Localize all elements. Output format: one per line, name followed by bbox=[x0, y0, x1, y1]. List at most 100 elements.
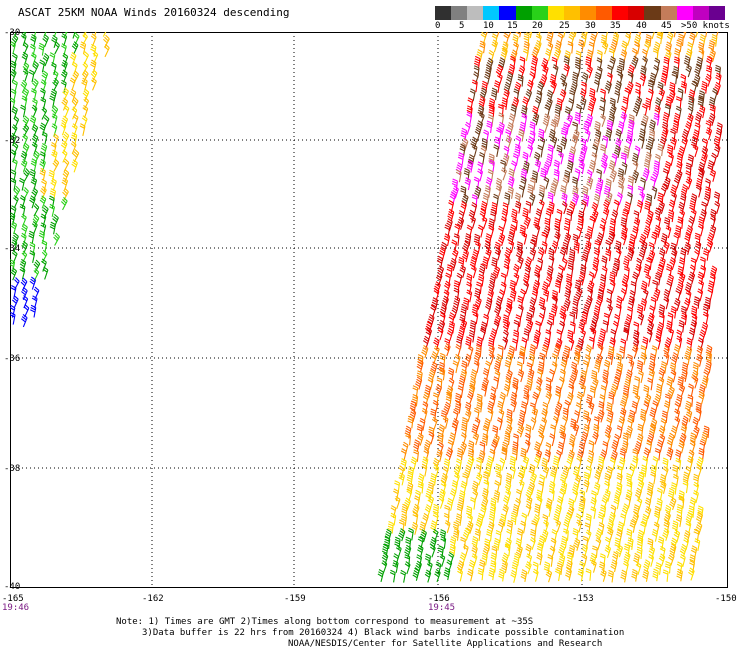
wind-barb bbox=[623, 322, 630, 335]
wind-barb bbox=[489, 159, 495, 173]
wind-barb bbox=[424, 384, 431, 398]
wind-barb bbox=[438, 424, 445, 438]
wind-barb bbox=[407, 415, 414, 429]
wind-barb bbox=[424, 553, 432, 567]
wind-barb bbox=[594, 71, 601, 85]
wind-barb bbox=[670, 369, 677, 383]
wind-barb bbox=[61, 97, 69, 111]
wind-barb bbox=[404, 561, 411, 575]
wind-barb bbox=[597, 409, 605, 423]
wind-barb bbox=[615, 303, 622, 317]
wind-barb bbox=[586, 226, 594, 239]
wind-barb bbox=[571, 481, 580, 496]
wind-barb bbox=[422, 391, 430, 405]
wind-barb bbox=[656, 487, 663, 501]
wind-barb bbox=[695, 184, 702, 198]
wind-barb bbox=[644, 393, 652, 407]
wind-barb bbox=[554, 401, 563, 415]
wind-barb bbox=[694, 538, 701, 551]
wind-barb bbox=[646, 329, 653, 343]
wind-barb bbox=[545, 391, 552, 405]
wind-barb bbox=[464, 408, 472, 422]
wind-barb bbox=[500, 215, 507, 229]
wind-barb bbox=[678, 201, 685, 215]
wind-barb bbox=[493, 537, 501, 551]
wind-barb bbox=[586, 49, 594, 63]
wind-barb bbox=[673, 344, 681, 358]
wind-barb bbox=[707, 287, 714, 301]
wind-barb bbox=[22, 123, 30, 137]
wind-barb bbox=[567, 329, 574, 343]
wind-barb bbox=[702, 32, 708, 38]
wind-barb bbox=[598, 522, 605, 535]
wind-barb bbox=[665, 225, 672, 239]
wind-barb bbox=[476, 336, 483, 350]
wind-barb bbox=[523, 328, 530, 341]
wind-barb bbox=[553, 343, 561, 357]
wind-barb bbox=[583, 120, 590, 134]
wind-barb bbox=[640, 280, 648, 294]
wind-barb bbox=[404, 544, 412, 558]
wind-barb bbox=[664, 160, 672, 174]
wind-barb bbox=[41, 70, 49, 84]
wind-barb bbox=[620, 217, 627, 230]
wind-barb bbox=[677, 33, 684, 46]
wind-barb bbox=[534, 159, 542, 173]
wind-barb bbox=[478, 263, 486, 277]
wind-barb bbox=[473, 352, 481, 366]
wind-barb bbox=[52, 213, 59, 228]
wind-barb bbox=[38, 230, 46, 244]
wind-barb bbox=[686, 337, 693, 351]
wind-barb bbox=[585, 529, 592, 543]
wind-barb bbox=[648, 553, 655, 567]
wind-barb bbox=[552, 177, 559, 191]
wind-barb bbox=[667, 385, 675, 399]
wind-barb bbox=[29, 43, 36, 57]
wind-barb bbox=[587, 280, 595, 294]
wind-barb bbox=[603, 199, 610, 213]
wind-barb bbox=[611, 263, 619, 277]
wind-barb bbox=[581, 543, 589, 557]
wind-barb bbox=[12, 295, 19, 309]
wind-barb bbox=[452, 521, 459, 535]
wind-barb bbox=[600, 113, 606, 127]
wind-barb bbox=[457, 152, 465, 165]
wind-barb bbox=[501, 167, 507, 181]
colorbar-segment bbox=[467, 6, 484, 20]
wind-barb bbox=[552, 295, 559, 309]
wind-barb bbox=[497, 400, 504, 414]
wind-barb bbox=[541, 241, 548, 254]
wind-barb bbox=[461, 417, 468, 430]
wind-barb bbox=[710, 265, 718, 279]
wind-barb bbox=[587, 103, 594, 117]
wind-barb bbox=[669, 543, 677, 557]
wind-barb bbox=[605, 191, 613, 205]
wind-barb bbox=[506, 71, 514, 85]
wind-barb bbox=[705, 344, 713, 358]
wind-barb bbox=[593, 32, 600, 38]
wind-barb bbox=[572, 129, 580, 143]
wind-barb bbox=[489, 504, 497, 517]
wind-barb bbox=[508, 168, 515, 181]
wind-barb bbox=[49, 95, 56, 109]
wind-barb bbox=[103, 34, 110, 48]
wind-barb bbox=[496, 127, 502, 141]
wind-barb bbox=[688, 449, 695, 463]
wind-barb bbox=[526, 32, 533, 39]
wind-barb bbox=[568, 32, 575, 45]
wind-barb bbox=[674, 400, 681, 415]
wind-barb bbox=[619, 407, 627, 421]
wind-barb bbox=[694, 240, 702, 254]
wind-barb bbox=[421, 407, 428, 421]
wind-barb bbox=[560, 474, 567, 488]
wind-barb bbox=[632, 103, 641, 117]
wind-barb bbox=[11, 124, 18, 138]
wind-barb bbox=[657, 536, 665, 549]
wind-barb bbox=[42, 53, 50, 67]
wind-barb bbox=[495, 295, 503, 309]
wind-barb bbox=[634, 145, 641, 159]
wind-barb bbox=[553, 47, 562, 61]
wind-barb bbox=[556, 97, 563, 111]
wind-barb bbox=[637, 312, 645, 326]
wind-barb bbox=[586, 465, 592, 479]
